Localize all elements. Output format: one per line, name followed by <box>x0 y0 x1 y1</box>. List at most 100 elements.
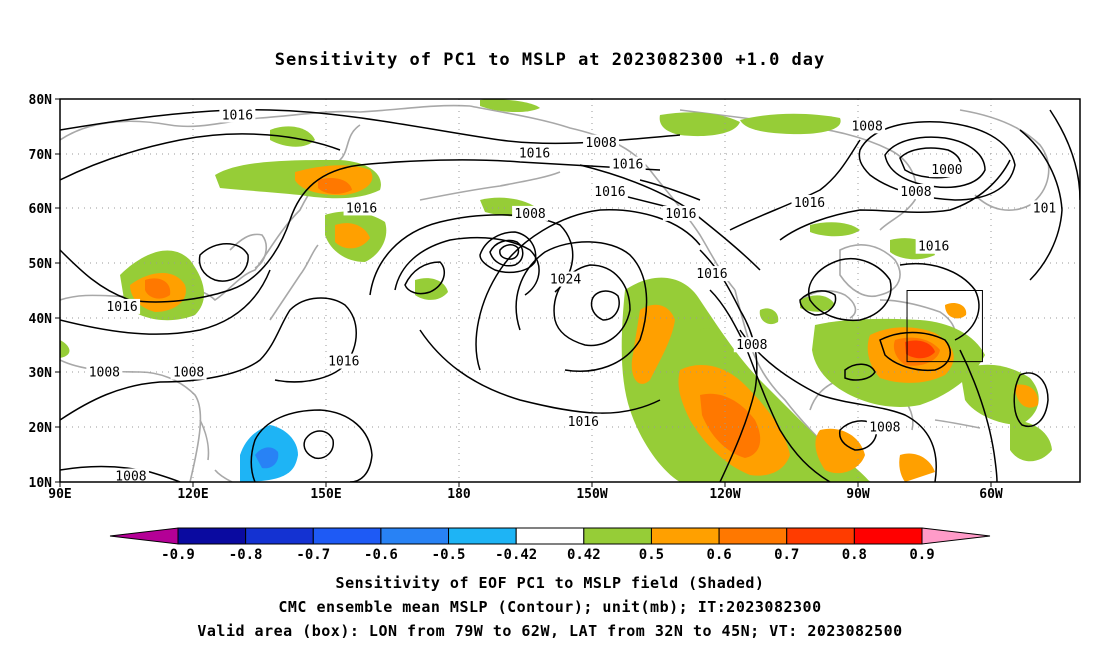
contour-label-bg <box>733 337 770 353</box>
contour-label-bg <box>325 353 362 369</box>
colorbar-tick-label: -0.9 <box>161 547 195 563</box>
contour-label: 1016 <box>918 240 949 255</box>
contour-label-bg <box>1030 200 1059 216</box>
colorbar-tick-label: 0.42 <box>567 547 601 563</box>
colorbar-segment <box>583 527 652 545</box>
colorbar-segment <box>245 527 314 545</box>
contour-label-bg <box>86 364 123 380</box>
contour-label-bg <box>791 194 828 210</box>
caption-valid-area: Valid area (box): LON from 79W to 62W, L… <box>197 622 903 640</box>
caption-contour: CMC ensemble mean MSLP (Contour); unit(m… <box>278 598 822 616</box>
lon-label: 120W <box>709 487 740 502</box>
colorbar-tick-label: 0.5 <box>639 547 664 563</box>
colorbar-tick-label: -0.8 <box>229 547 263 563</box>
lon-label: 180 <box>447 487 471 502</box>
contour-label: 101 <box>1033 201 1056 216</box>
contour-label-bg <box>565 413 602 429</box>
colorbar-tick-label: -0.42 <box>495 547 537 563</box>
contour-label: 1016 <box>346 201 377 216</box>
contour-label-bg <box>104 298 141 314</box>
colorbar-segment <box>718 527 788 545</box>
contour-label-bg <box>591 184 628 200</box>
contour-label: 1016 <box>612 158 643 173</box>
lon-label: 150E <box>310 487 341 502</box>
contour-label: 1008 <box>869 420 900 435</box>
contour-label-bg <box>928 162 965 178</box>
sensitivity-shading <box>60 99 1052 482</box>
contour-label: 1016 <box>222 108 253 123</box>
lat-label: 30N <box>29 366 53 381</box>
lat-label: 60N <box>29 202 53 217</box>
colorbar-tick-label: -0.5 <box>432 547 466 563</box>
colorbar-segment <box>515 527 585 545</box>
contour-label: 1016 <box>665 207 696 222</box>
lon-label: 60W <box>979 487 1003 502</box>
colorbar-segment <box>448 527 517 545</box>
colorbar-max-triangle <box>921 527 991 545</box>
contour-label: 1016 <box>328 355 359 370</box>
contour-label: 1008 <box>89 366 120 381</box>
colorbar-tick-label: 0.8 <box>842 547 867 563</box>
contour-label-bg <box>693 266 730 282</box>
colorbar-segment <box>650 527 720 545</box>
contour-label-bg <box>849 118 886 134</box>
contour-label-bg <box>609 156 646 172</box>
contour-label: 1008 <box>585 136 616 151</box>
contour-label: 1008 <box>851 119 882 134</box>
contour-label: 1016 <box>519 147 550 162</box>
colorbar-segment <box>853 527 923 545</box>
contour-label: 1008 <box>173 366 204 381</box>
lat-label: 10N <box>29 476 53 491</box>
contour-label-bg <box>662 205 699 221</box>
colorbar-tick-label: -0.7 <box>296 547 330 563</box>
contour-label: 1016 <box>794 196 825 211</box>
contour-label-bg <box>170 364 207 380</box>
lon-label: 120E <box>177 487 208 502</box>
colorbar-tick-label: 0.9 <box>909 547 934 563</box>
colorbar-tick-label: -0.6 <box>364 547 398 563</box>
contour-label: 1008 <box>115 470 146 485</box>
contour-label-bg <box>866 419 903 435</box>
contour-labels: 1016 1008 1016 1016 1016 1016 1008 1016 1016 1008… <box>86 107 1059 485</box>
lat-label: 40N <box>29 312 53 327</box>
contour-label-bg <box>915 238 952 254</box>
contour-label: 1008 <box>514 207 545 222</box>
colorbar-segment <box>380 527 450 545</box>
caption-shaded: Sensitivity of EOF PC1 to MSLP field (Sh… <box>335 574 765 592</box>
lat-label: 50N <box>29 257 53 272</box>
contour-label: 1016 <box>568 415 599 430</box>
contour-label: 1000 <box>931 163 962 178</box>
colorbar-tick-label: 0.7 <box>774 547 799 563</box>
contour-label-bg <box>512 205 549 221</box>
lat-label: 20N <box>29 421 53 436</box>
longitude-labels: 90E 120E 150E 180 150W 120W 90W 60W <box>48 487 1003 502</box>
contour-label: 1016 <box>106 300 137 315</box>
valid-area-box <box>906 290 983 363</box>
contour-label-bg <box>112 468 149 482</box>
colorbar-tick-label: 0.6 <box>706 547 731 563</box>
contour-label: 1016 <box>696 267 727 282</box>
lon-label: 90W <box>846 487 870 502</box>
plot-frame <box>59 98 1081 483</box>
contour-label: 1024 <box>550 273 581 288</box>
colorbar-labels: -0.9 -0.8 -0.7 -0.6 -0.5 -0.42 0.42 0.5 0.6 0.7 0.… <box>161 547 935 563</box>
contour-label-bg <box>516 145 553 161</box>
contour-label: 1008 <box>900 185 931 200</box>
contour-label: 1008 <box>736 338 767 353</box>
lon-label: 150W <box>576 487 607 502</box>
lat-label: 70N <box>29 148 53 163</box>
contour-label-bg <box>343 200 380 216</box>
contour-label-bg <box>897 184 934 200</box>
colorbar <box>109 527 991 545</box>
contour-label-bg <box>583 134 620 150</box>
axis-ticks <box>55 98 992 487</box>
colorbar-min-triangle <box>109 527 179 545</box>
colorbar-segment <box>786 527 855 545</box>
lat-label: 80N <box>29 93 53 108</box>
contour-label: 1016 <box>594 185 625 200</box>
colorbar-segment <box>177 527 247 545</box>
contour-label-bg <box>547 271 584 287</box>
lon-label: 90E <box>48 487 71 502</box>
map-title: Sensitivity of PC1 to MSLP at 2023082300… <box>274 50 826 70</box>
